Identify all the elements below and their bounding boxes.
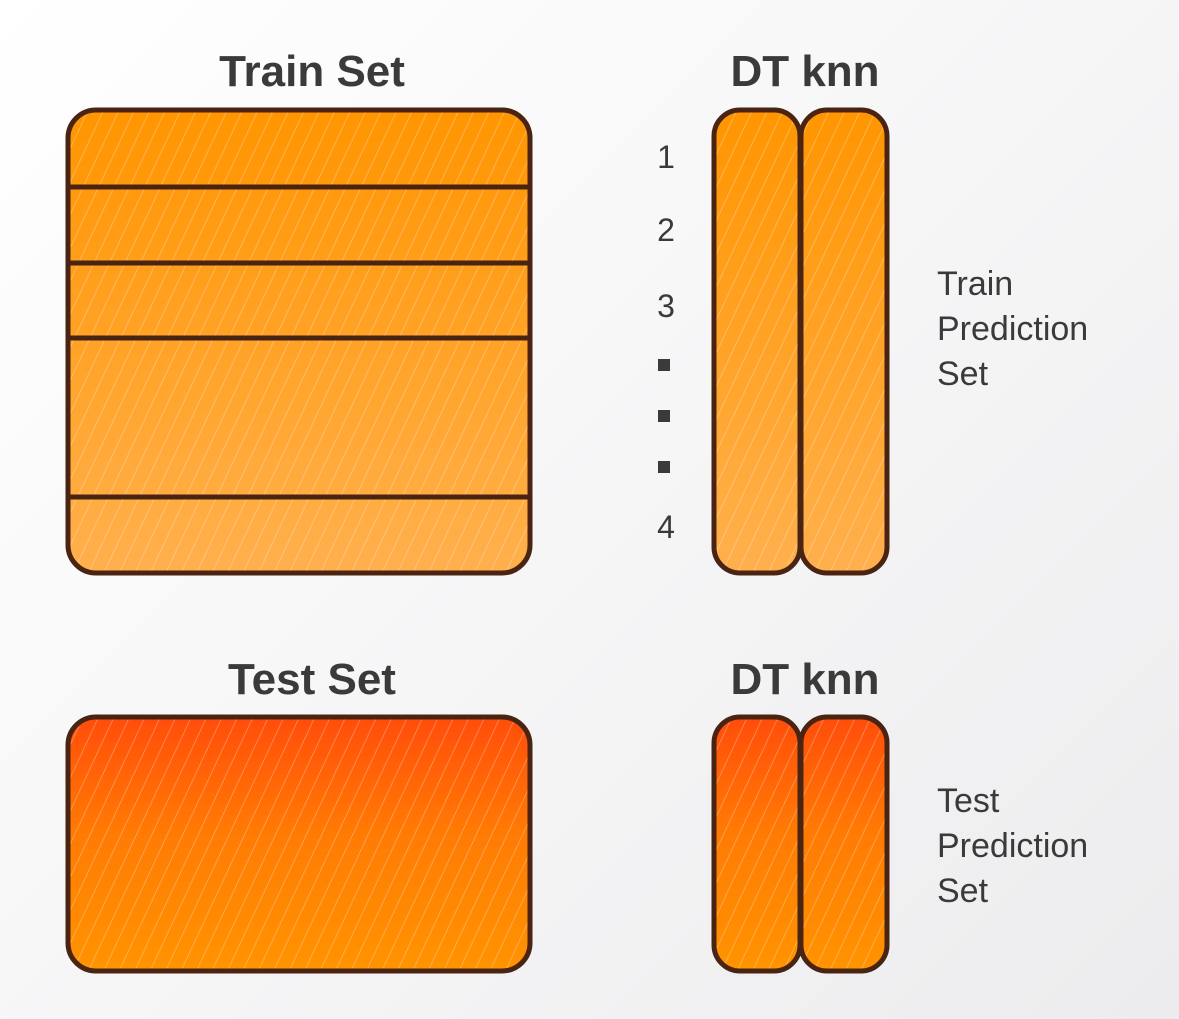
test-set-block [65,714,533,974]
test-dt-column [711,714,803,974]
test-model-title: DT knn [730,655,880,704]
test-prediction-label-line: Prediction [937,827,1089,865]
test-prediction-set-label: Test Prediction Set [937,779,1088,914]
train-dt-column [711,107,803,576]
ellipsis-dot [658,410,670,422]
train-prediction-label-line: Set [937,355,989,393]
test-prediction-label-line: Test [937,782,1000,820]
train-set-block [65,107,533,576]
test-set-title: Test Set [228,655,396,704]
train-prediction-set-label: Train Prediction Set [937,262,1088,397]
ellipsis-dot [658,359,670,371]
test-knn-column [798,714,890,974]
train-prediction-label-line: Prediction [937,310,1089,348]
row-label-4: 4 [657,509,675,545]
ellipsis-dot [658,461,670,473]
train-prediction-label-line: Train [937,265,1014,303]
row-label-3: 3 [657,288,675,324]
train-knn-column [798,107,890,576]
test-prediction-label-line: Set [937,872,989,910]
train-model-title: DT knn [730,47,880,96]
train-set-title: Train Set [219,47,405,96]
row-label-1: 1 [657,139,675,175]
row-label-2: 2 [657,212,675,248]
